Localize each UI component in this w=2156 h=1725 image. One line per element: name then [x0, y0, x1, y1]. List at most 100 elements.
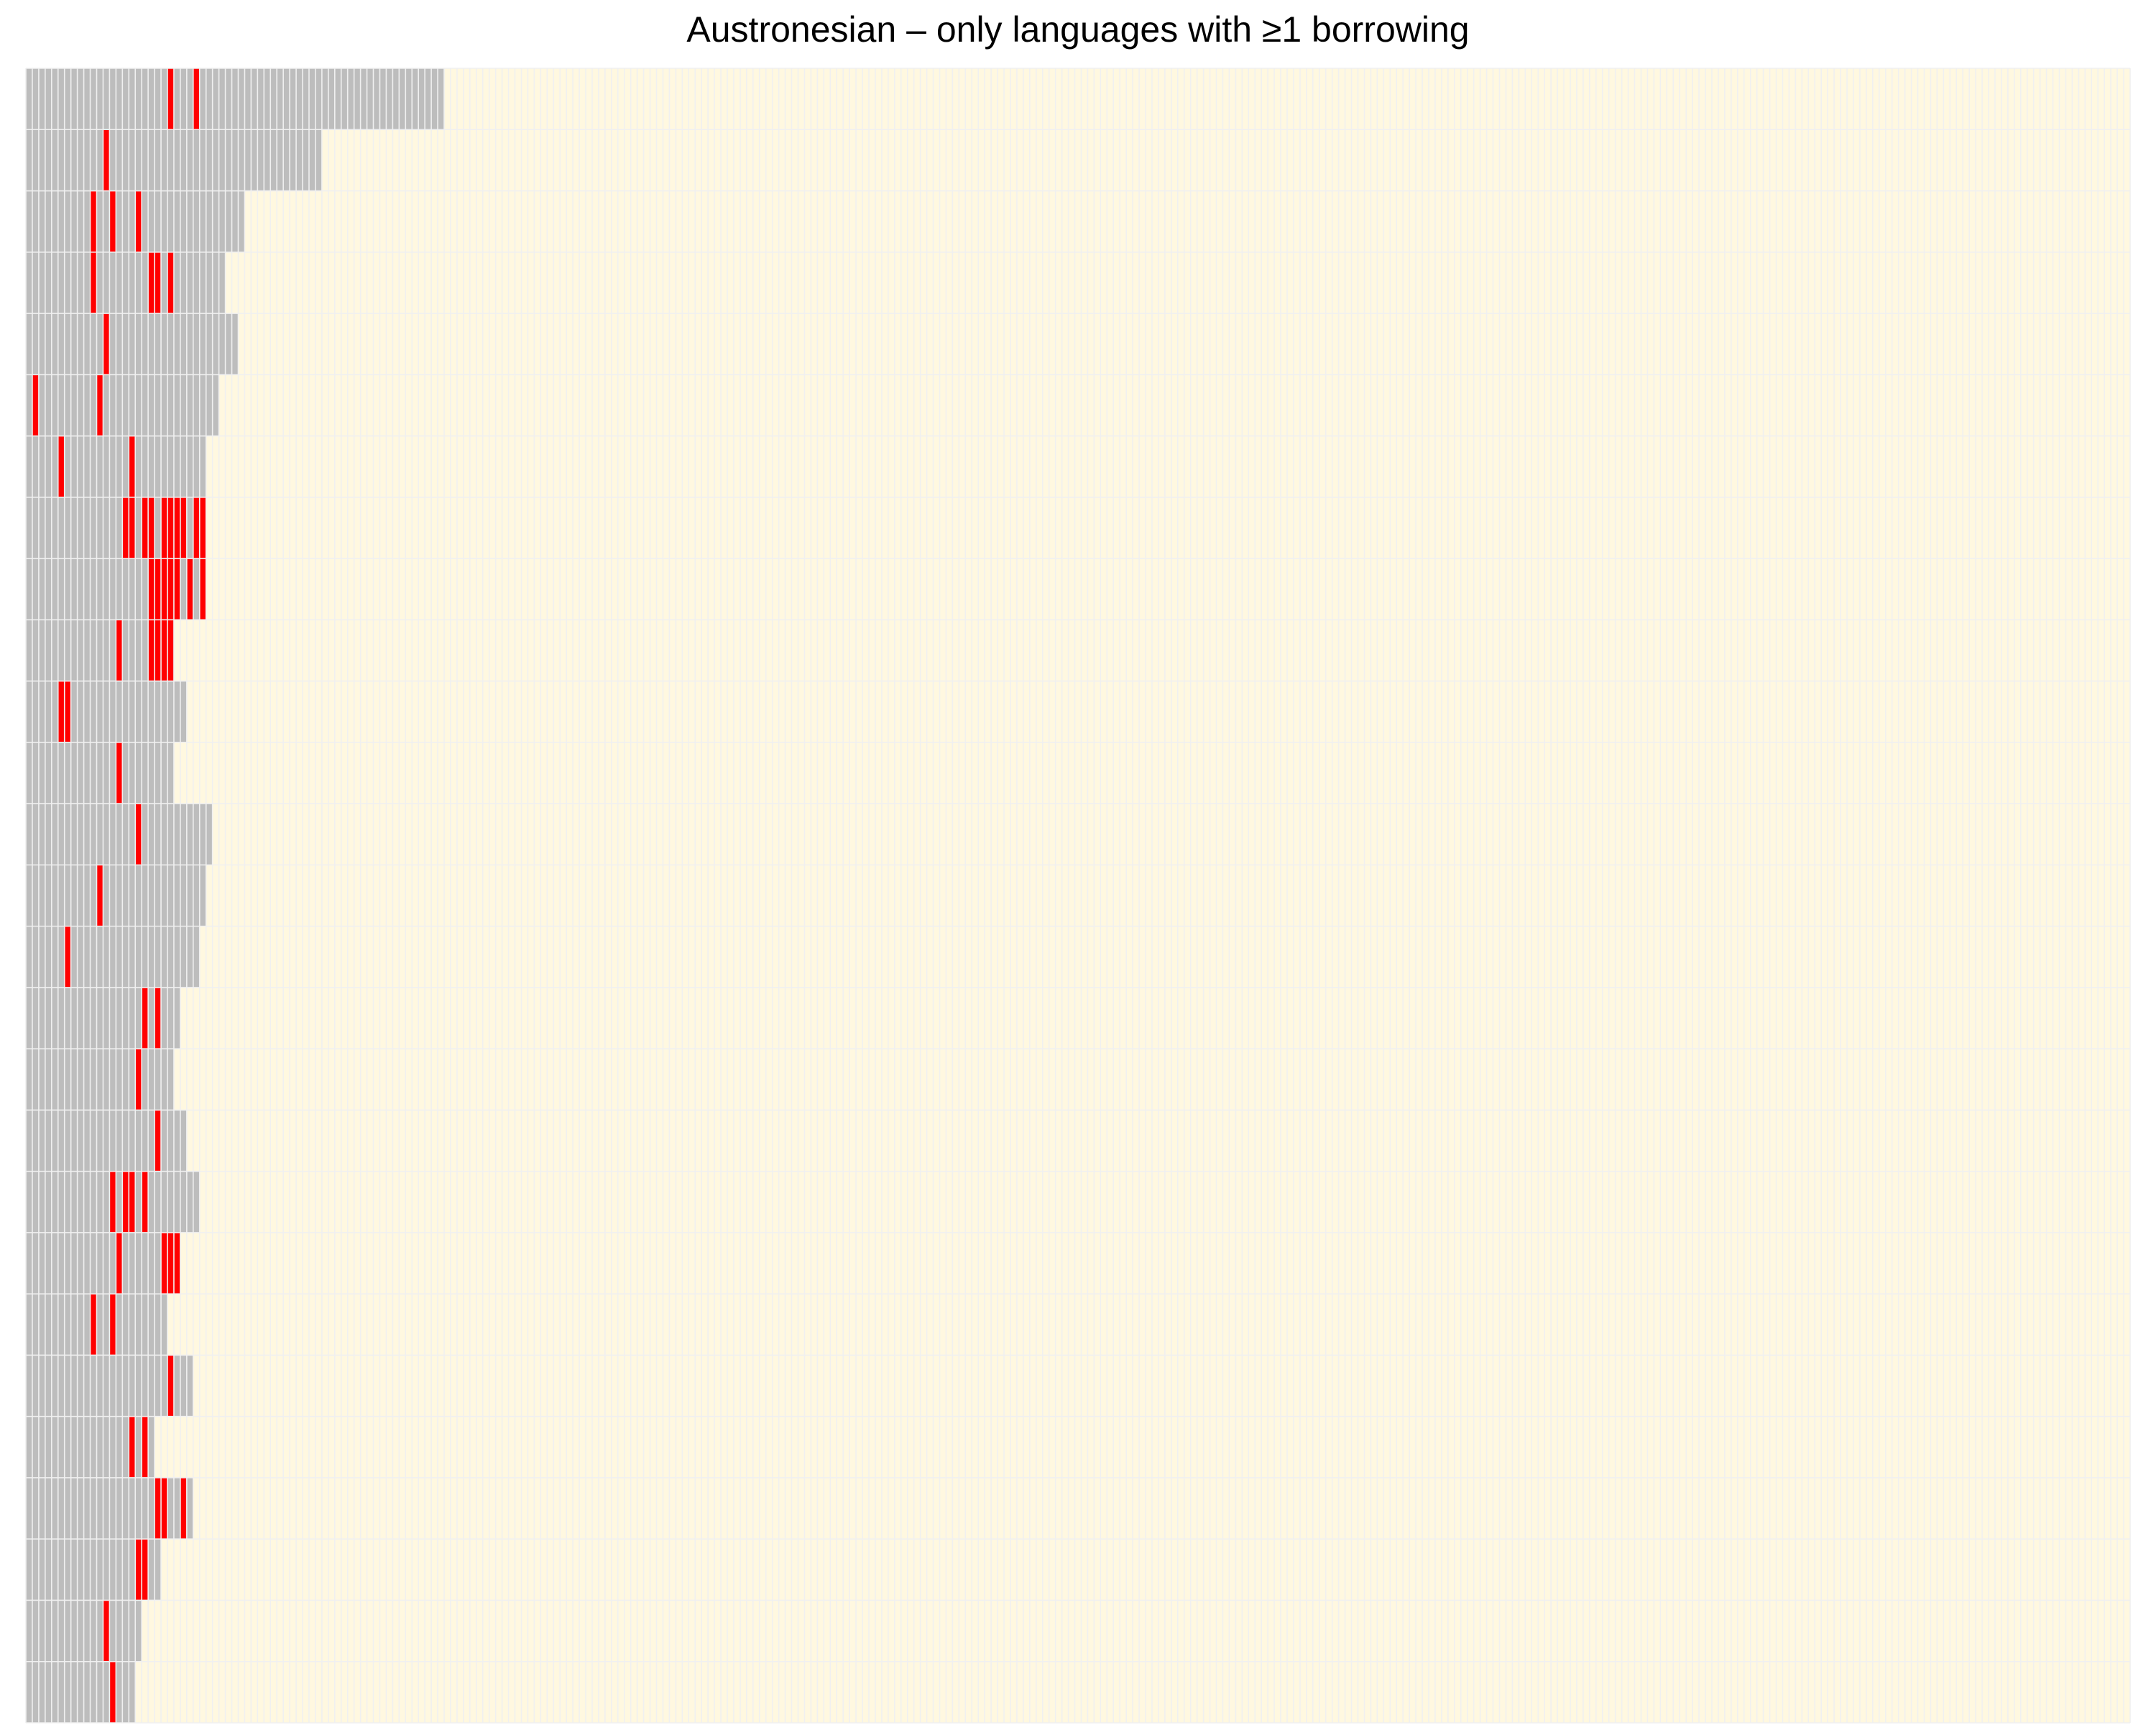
present-cell	[90, 987, 97, 1049]
present-cell	[83, 252, 91, 314]
present-cell	[122, 926, 129, 988]
present-cell	[83, 1110, 91, 1172]
present-cell	[83, 987, 91, 1049]
present-cell	[155, 436, 162, 498]
present-cell	[116, 1171, 123, 1233]
present-cell	[148, 1477, 155, 1540]
present-cell	[206, 313, 213, 375]
present-cell	[379, 68, 387, 130]
present-cell	[96, 1355, 103, 1417]
present-cell	[135, 558, 142, 620]
present-cell	[303, 68, 310, 130]
present-cell	[96, 926, 103, 988]
present-cell	[148, 68, 155, 130]
present-cell	[70, 1539, 78, 1601]
present-cell	[167, 742, 175, 804]
present-cell	[64, 252, 71, 314]
present-cell	[26, 865, 33, 926]
present-cell	[26, 681, 33, 743]
present-cell	[334, 68, 342, 130]
borrowed-cell	[135, 1539, 142, 1601]
present-cell	[116, 129, 123, 191]
present-cell	[64, 313, 71, 375]
borrowed-cell	[161, 497, 168, 559]
present-cell	[70, 497, 78, 559]
present-cell	[283, 68, 290, 130]
present-cell	[70, 129, 78, 191]
present-cell	[225, 313, 232, 375]
present-cell	[57, 1049, 65, 1110]
present-cell	[148, 1294, 155, 1356]
present-cell	[51, 1232, 59, 1294]
present-cell	[77, 742, 84, 804]
present-cell	[96, 190, 103, 253]
present-cell	[57, 1600, 65, 1662]
present-cell	[161, 129, 168, 191]
present-cell	[142, 68, 149, 130]
present-cell	[26, 497, 33, 559]
present-cell	[45, 681, 52, 743]
present-cell	[26, 129, 33, 191]
present-cell	[173, 252, 181, 314]
borrowed-cell	[116, 1232, 123, 1294]
present-cell	[45, 129, 52, 191]
present-cell	[51, 252, 59, 314]
present-cell	[155, 926, 162, 988]
present-cell	[142, 681, 149, 743]
borrowed-cell	[129, 1171, 136, 1233]
present-cell	[70, 1477, 78, 1540]
present-cell	[328, 68, 336, 130]
present-cell	[26, 620, 33, 681]
present-cell	[45, 1416, 52, 1478]
borrowed-cell	[148, 497, 155, 559]
present-cell	[155, 1539, 162, 1601]
present-cell	[70, 987, 78, 1049]
present-cell	[412, 68, 419, 130]
present-cell	[32, 1294, 40, 1356]
present-cell	[148, 804, 155, 865]
present-cell	[77, 865, 84, 926]
present-cell	[161, 1355, 168, 1417]
present-cell	[142, 252, 149, 314]
present-cell	[148, 129, 155, 191]
present-cell	[32, 865, 40, 926]
present-cell	[83, 1294, 91, 1356]
present-cell	[96, 497, 103, 559]
present-cell	[129, 1661, 136, 1724]
present-cell	[64, 1355, 71, 1417]
present-cell	[103, 1661, 110, 1724]
present-cell	[148, 1416, 155, 1478]
present-cell	[57, 742, 65, 804]
present-cell	[212, 190, 219, 253]
present-cell	[186, 68, 194, 130]
present-cell	[83, 1049, 91, 1110]
present-cell	[77, 1110, 84, 1172]
present-cell	[341, 68, 348, 130]
present-cell	[109, 1355, 116, 1417]
present-cell	[64, 497, 71, 559]
present-cell	[142, 865, 149, 926]
present-cell	[103, 1232, 110, 1294]
present-cell	[70, 804, 78, 865]
present-cell	[116, 681, 123, 743]
present-cell	[199, 804, 207, 865]
present-cell	[45, 68, 52, 130]
present-cell	[51, 1049, 59, 1110]
present-cell	[193, 1171, 201, 1233]
present-cell	[70, 1416, 78, 1478]
present-cell	[135, 68, 142, 130]
present-cell	[129, 558, 136, 620]
present-cell	[32, 252, 40, 314]
present-cell	[32, 804, 40, 865]
present-cell	[51, 865, 59, 926]
present-cell	[77, 926, 84, 988]
present-cell	[83, 1600, 91, 1662]
present-cell	[167, 1477, 175, 1540]
present-cell	[129, 804, 136, 865]
present-cell	[38, 620, 46, 681]
present-cell	[122, 1477, 129, 1540]
present-cell	[155, 374, 162, 436]
present-cell	[155, 497, 162, 559]
present-cell	[83, 1539, 91, 1601]
